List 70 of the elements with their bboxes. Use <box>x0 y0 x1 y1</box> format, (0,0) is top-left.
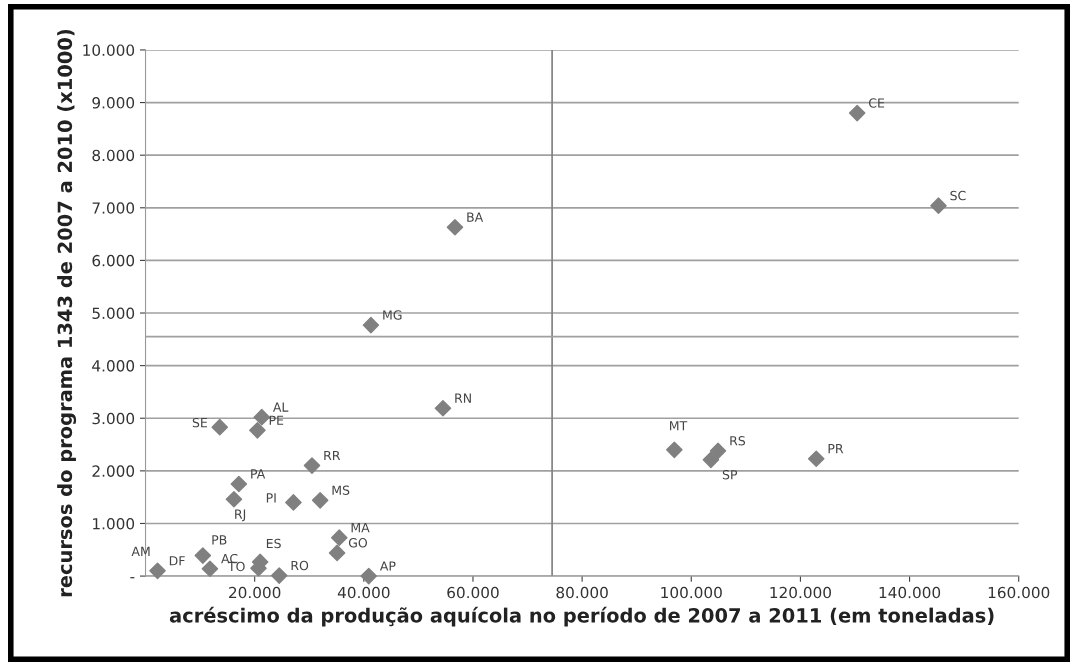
annotation: RR <box>324 450 341 461</box>
y-tick-label: 8.000 <box>92 149 135 162</box>
x-tick-label: 160.000 <box>988 586 1050 599</box>
point <box>249 422 266 439</box>
point <box>930 197 947 214</box>
annotation: AM <box>131 546 150 556</box>
point <box>194 547 212 564</box>
y-tick-label: 10.000 <box>83 44 135 56</box>
annotation: BA <box>467 212 484 222</box>
point <box>434 399 452 417</box>
point <box>446 218 464 236</box>
y-tick-label: - <box>130 577 135 579</box>
annotation: MT <box>670 421 688 431</box>
annotation: RO <box>291 560 309 571</box>
point <box>149 562 166 580</box>
annotation: PB <box>212 535 227 545</box>
point <box>330 529 348 546</box>
x-tick-label: 60.000 <box>447 586 499 599</box>
point <box>230 475 248 493</box>
point <box>807 450 825 468</box>
y-axis-title: recursos do programa 1343 de 2007 a 2010 (x1000) <box>57 29 77 597</box>
y-tick-label: 9.000 <box>92 97 135 109</box>
annotation: PA <box>251 469 266 479</box>
y-tick-label: 2.000 <box>92 465 135 477</box>
point <box>848 104 866 122</box>
annotation: RJ <box>235 509 246 522</box>
x-tick-label: 40.000 <box>337 586 390 599</box>
x-tick-label: 80.000 <box>556 586 608 599</box>
annotation: PI <box>266 493 276 503</box>
annotation: ES <box>266 538 281 549</box>
point <box>362 316 380 334</box>
annotation: SP <box>722 469 738 480</box>
annotation: MS <box>332 485 350 495</box>
annotation: RS <box>730 436 746 446</box>
y-tick-label: 6.000 <box>92 254 135 267</box>
point <box>328 544 346 562</box>
annotation: SC <box>950 190 966 201</box>
point <box>360 567 378 585</box>
x-axis-title: acréscimo da produção aquícola no período de 2007 a 2011 (em toneladas) <box>169 606 994 627</box>
annotation: AL <box>272 402 289 412</box>
point <box>253 408 271 426</box>
x-tick-label: 120.000 <box>770 586 831 599</box>
annotation: RN <box>455 393 471 403</box>
point <box>211 418 229 436</box>
point <box>709 442 727 460</box>
point <box>285 494 302 511</box>
y-tick-label: 5.000 <box>92 307 135 320</box>
annotation: AP <box>379 561 396 571</box>
annotation: PR <box>828 444 844 454</box>
point <box>270 567 288 584</box>
y-tick-label: 7.000 <box>92 202 135 214</box>
y-tick-label: 4.000 <box>92 360 135 372</box>
annotation: DF <box>169 556 185 566</box>
y-tick-label: 1.000 <box>93 517 135 530</box>
point <box>201 560 219 578</box>
annotation: PE <box>269 415 284 425</box>
annotation: SE <box>192 417 207 428</box>
annotation: MA <box>351 523 370 533</box>
annotation: MG <box>383 310 402 320</box>
x-tick-label: 100.000 <box>661 586 722 599</box>
x-tick-label: 140.000 <box>879 586 941 599</box>
point <box>225 490 243 508</box>
point <box>666 441 683 459</box>
point <box>702 451 720 469</box>
annotation: CE <box>868 98 885 108</box>
x-tick-label: 20.000 <box>229 586 281 599</box>
y-tick-label: 3.000 <box>92 412 135 425</box>
point <box>303 457 321 474</box>
annotation: GO <box>348 538 368 548</box>
point <box>311 492 329 509</box>
